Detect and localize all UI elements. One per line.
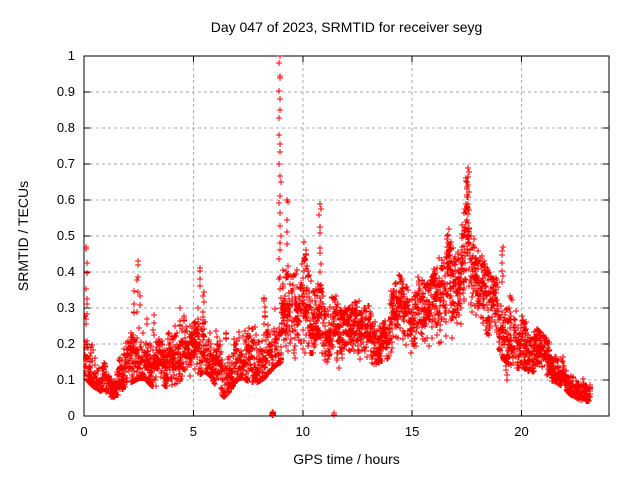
- y-tick-label: 0.2: [57, 336, 75, 351]
- y-tick-label: 0.1: [57, 372, 75, 387]
- x-axis-label: GPS time / hours: [293, 451, 400, 467]
- y-tick-label: 0: [68, 408, 75, 423]
- axes: [83, 55, 610, 417]
- y-tick-label: 0.4: [57, 264, 75, 279]
- chart-title: Day 047 of 2023, SRMTID for receiver sey…: [210, 19, 483, 35]
- y-tick-label: 0.6: [57, 192, 75, 207]
- x-tick-label: 20: [514, 424, 528, 439]
- x-tick-label: 5: [190, 424, 197, 439]
- y-tick-label: 0.9: [57, 84, 75, 99]
- tick-labels: 00.10.20.30.40.50.60.70.80.910 5 10 15 20: [57, 48, 529, 439]
- y-tick-label: 0.7: [57, 156, 75, 171]
- y-axis-label: SRMTID / TECUs: [15, 180, 31, 292]
- y-tick-label: 0.8: [57, 120, 75, 135]
- y-tick-label: 0.5: [57, 228, 75, 243]
- x-tick-label: 15: [405, 424, 419, 439]
- y-tick-label: 1: [68, 48, 75, 63]
- x-tick-label: 10: [296, 424, 310, 439]
- scatter-points: [83, 55, 593, 418]
- x-tick-label: 0: [80, 424, 87, 439]
- y-tick-label: 0.3: [57, 300, 75, 315]
